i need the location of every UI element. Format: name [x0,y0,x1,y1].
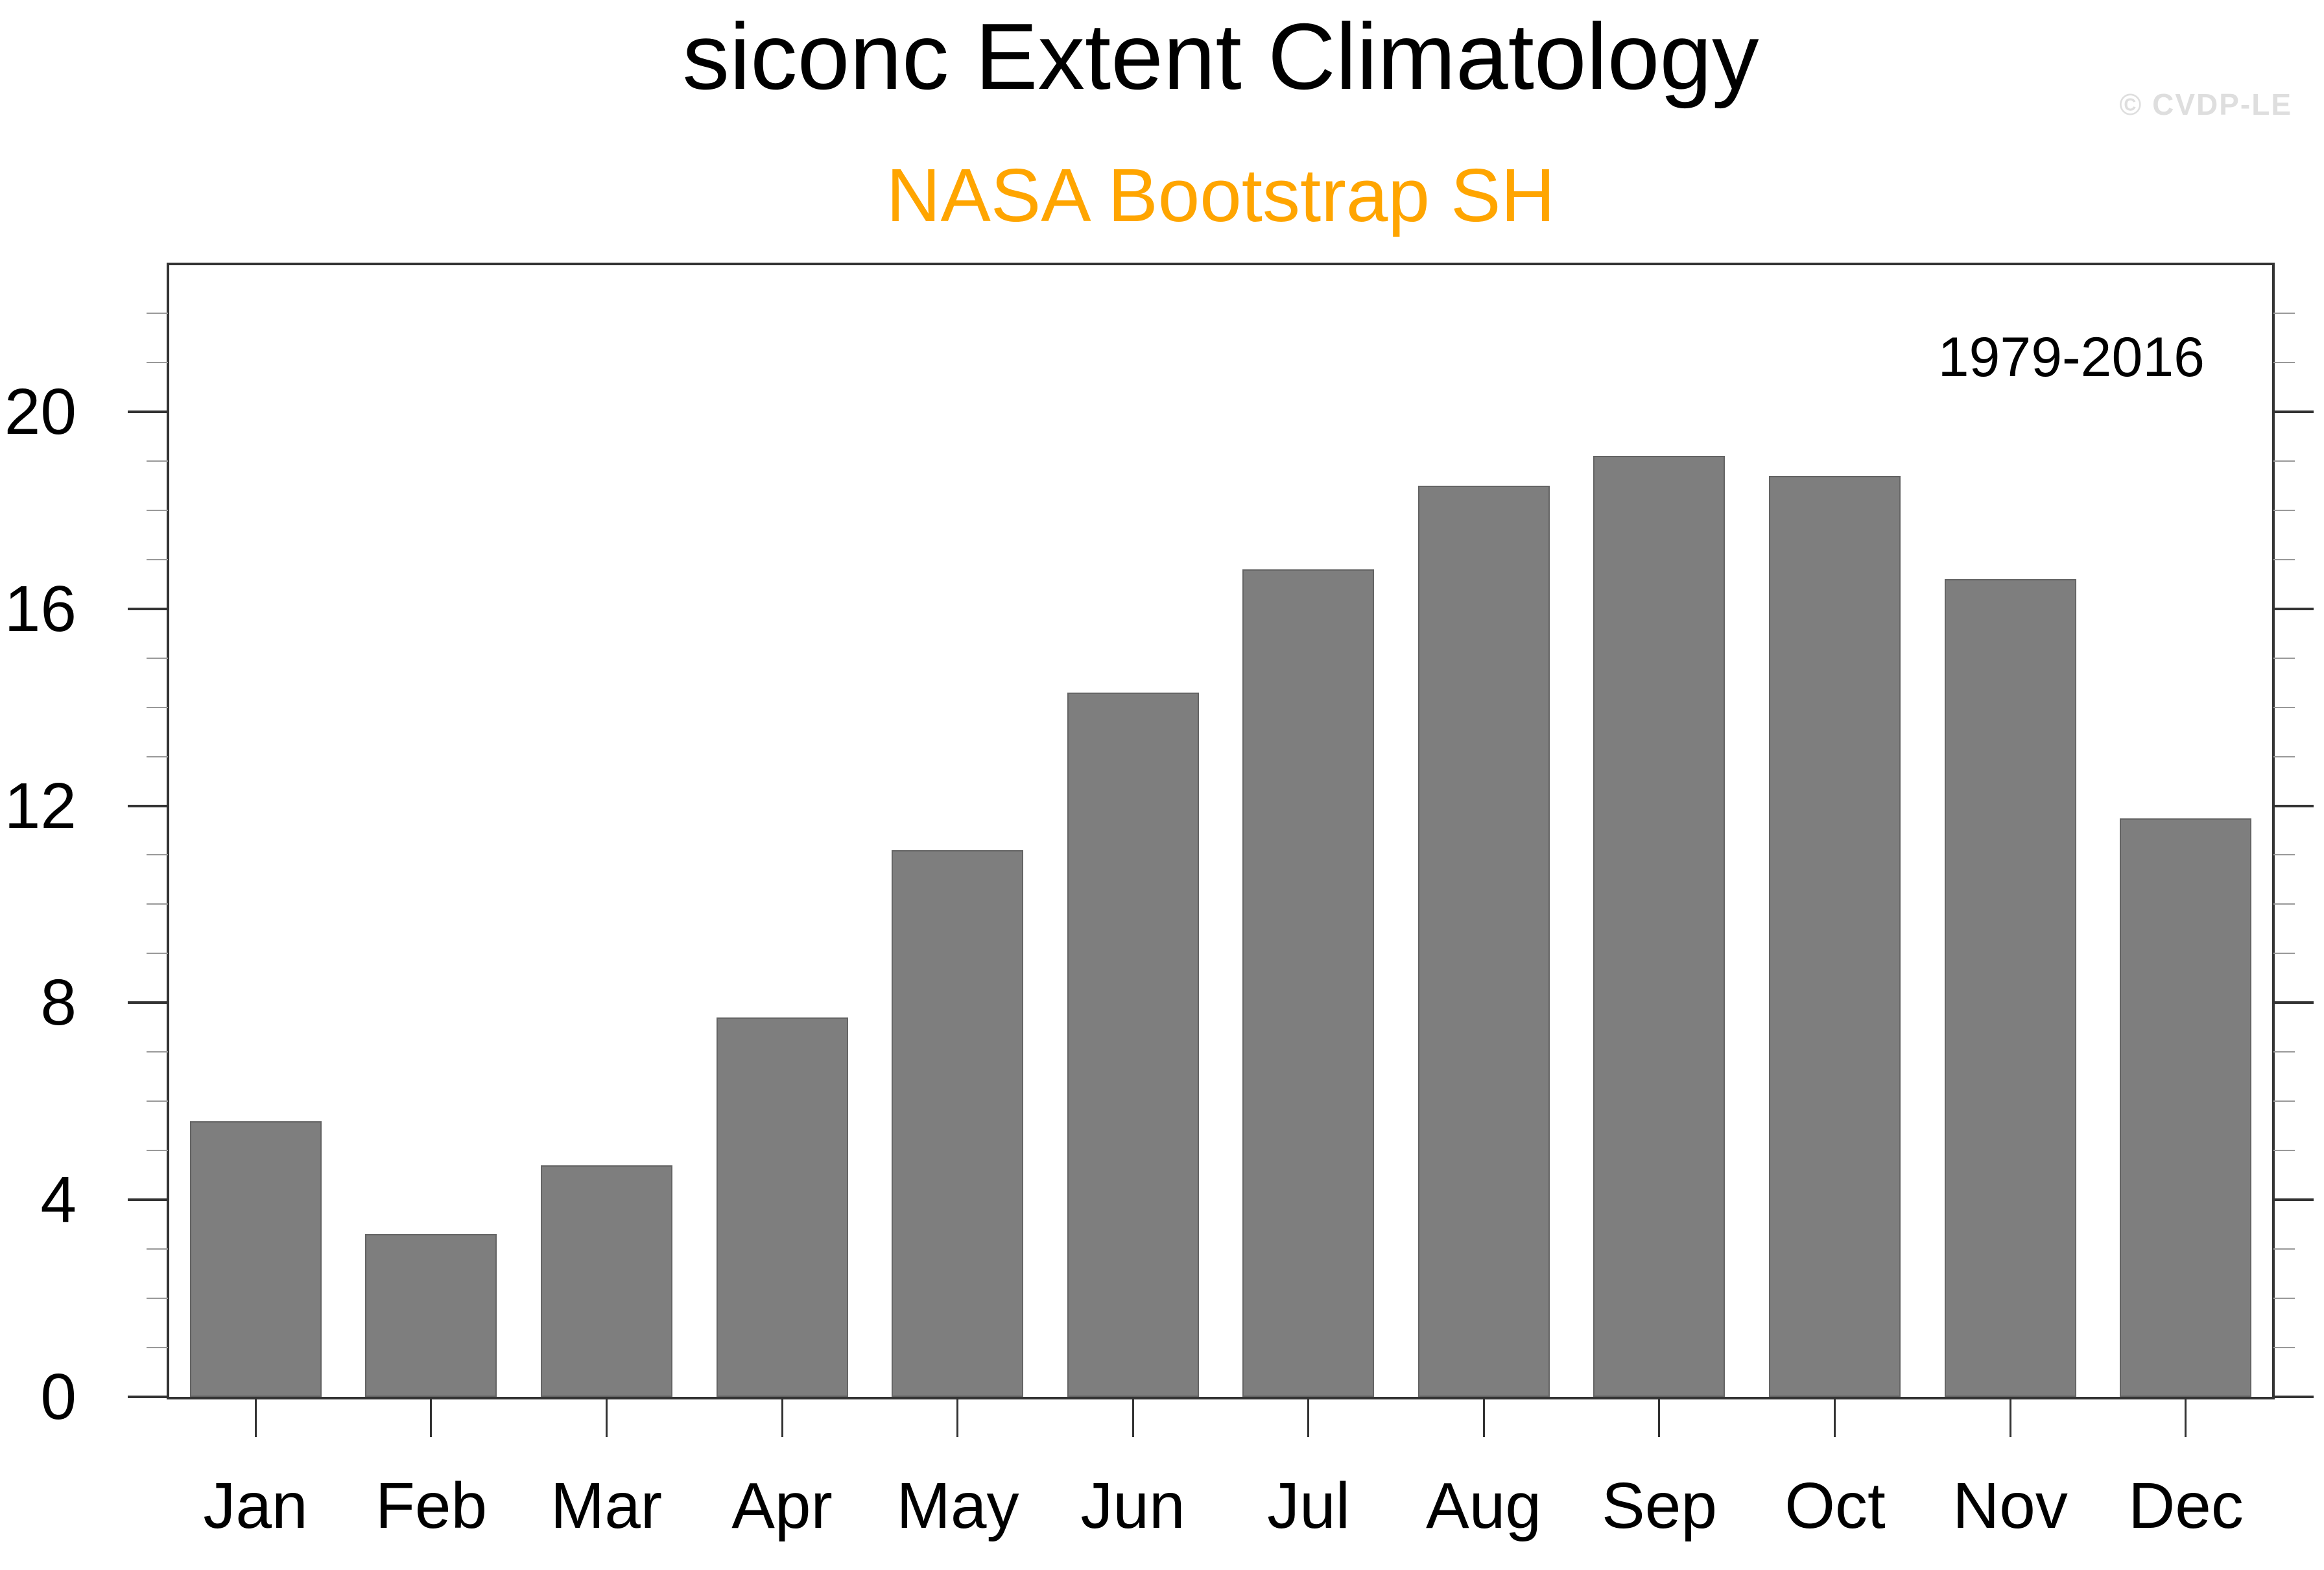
bar-feb [365,1234,497,1397]
y-axis-label-20: 20 [4,375,77,448]
y-tick-minor-left [147,953,168,954]
bar-jul [1242,569,1374,1397]
bar-jan [190,1121,322,1397]
y-tick-major-right [2273,608,2314,610]
y-tick-minor-right [2273,313,2295,314]
y-tick-minor-left [147,1051,168,1053]
x-axis-label-jul: Jul [1267,1469,1350,1542]
x-axis-label-mar: Mar [550,1469,663,1542]
x-axis-tick-sep [1658,1397,1660,1437]
x-axis-label-sep: Sep [1602,1469,1717,1542]
chart-subtitle: NASA Bootstrap SH [886,153,1556,237]
x-axis-label-nov: Nov [1952,1469,2068,1542]
y-tick-minor-right [2273,510,2295,511]
y-tick-minor-right [2273,1100,2295,1102]
bar-apr [717,1017,848,1397]
y-tick-minor-left [147,510,168,511]
y-tick-minor-right [2273,1298,2295,1299]
cvdp-watermark: © CVDP-LE [2119,88,2292,121]
x-axis-tick-mar [606,1397,608,1437]
y-tick-minor-right [2273,854,2295,855]
y-tick-minor-left [147,903,168,905]
x-axis-tick-jan [255,1397,257,1437]
x-axis-label-dec: Dec [2128,1469,2244,1542]
y-tick-minor-right [2273,707,2295,708]
bar-oct [1769,476,1901,1397]
x-axis-label-apr: Apr [731,1469,833,1542]
bar-sep [1593,456,1725,1397]
bar-mar [541,1165,672,1397]
y-tick-minor-left [147,559,168,560]
x-axis-label-jan: Jan [203,1469,308,1542]
x-axis-tick-aug [1483,1397,1485,1437]
period-label: 1979-2016 [1938,326,2205,388]
y-tick-minor-right [2273,953,2295,954]
x-axis-tick-feb [430,1397,432,1437]
y-tick-minor-right [2273,1051,2295,1053]
y-tick-minor-left [147,362,168,363]
y-tick-major-left [128,410,168,413]
y-tick-major-right [2273,410,2314,413]
y-tick-minor-left [147,1248,168,1250]
y-axis-label-12: 12 [4,770,77,842]
y-axis-label-16: 16 [4,573,77,645]
y-tick-minor-left [147,460,168,462]
y-tick-minor-left [147,1100,168,1102]
y-tick-minor-right [2273,460,2295,462]
bar-aug [1418,486,1550,1397]
y-axis-label-8: 8 [40,966,77,1039]
x-axis-tick-oct [1834,1397,1836,1437]
x-axis-tick-nov [2010,1397,2011,1437]
y-tick-major-left [128,1396,168,1398]
x-axis-label-aug: Aug [1426,1469,1541,1542]
y-tick-minor-left [147,1298,168,1299]
bar-jun [1067,693,1199,1397]
y-axis-label-4: 4 [40,1163,77,1236]
y-tick-minor-left [147,658,168,659]
y-tick-major-right [2273,1001,2314,1004]
bar-dec [2120,818,2251,1397]
y-tick-major-left [128,608,168,610]
y-tick-major-left [128,1001,168,1004]
y-tick-minor-right [2273,1347,2295,1348]
y-tick-major-right [2273,1396,2314,1398]
y-tick-minor-left [147,707,168,708]
y-tick-minor-right [2273,1150,2295,1151]
x-axis-tick-jun [1132,1397,1134,1437]
y-tick-major-right [2273,805,2314,807]
bar-may [892,850,1023,1397]
y-tick-minor-left [147,854,168,855]
y-tick-minor-right [2273,362,2295,363]
x-axis-label-oct: Oct [1784,1469,1886,1542]
y-tick-minor-right [2273,1248,2295,1250]
bar-nov [1945,579,2076,1397]
plot-frame [167,263,2275,1399]
y-tick-major-left [128,1198,168,1201]
x-axis-label-may: May [896,1469,1019,1542]
x-axis-tick-apr [781,1397,783,1437]
x-axis-tick-may [956,1397,958,1437]
y-tick-major-right [2273,1198,2314,1201]
x-axis-label-jun: Jun [1080,1469,1185,1542]
y-tick-minor-right [2273,559,2295,560]
x-axis-tick-jul [1307,1397,1309,1437]
y-tick-minor-left [147,1150,168,1151]
y-tick-minor-right [2273,903,2295,905]
y-tick-minor-left [147,313,168,314]
y-tick-major-left [128,805,168,807]
y-tick-minor-right [2273,756,2295,757]
x-axis-label-feb: Feb [375,1469,488,1542]
y-axis-label-0: 0 [40,1361,77,1433]
y-tick-minor-right [2273,658,2295,659]
y-tick-minor-left [147,1347,168,1348]
chart-title: siconc Extent Climatology [682,4,1759,109]
x-axis-tick-dec [2185,1397,2187,1437]
y-tick-minor-left [147,756,168,757]
